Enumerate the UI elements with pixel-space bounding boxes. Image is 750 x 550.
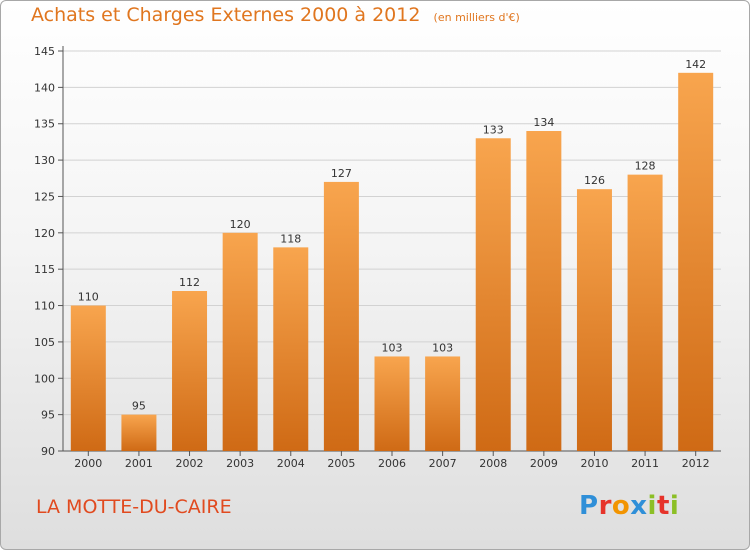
x-tick-label: 2006 — [378, 457, 406, 470]
y-tick-label: 115 — [34, 263, 55, 276]
y-tick-label: 105 — [34, 336, 55, 349]
commune-name: LA MOTTE-DU-CAIRE — [36, 496, 232, 518]
bar — [323, 181, 359, 451]
data-label: 134 — [533, 116, 554, 129]
logo-letter: o — [611, 491, 631, 521]
x-tick-label: 2007 — [429, 457, 457, 470]
logo-letter: i — [647, 491, 657, 521]
data-label: 133 — [483, 123, 504, 136]
y-tick-label: 110 — [34, 300, 55, 313]
x-tick-label: 2001 — [125, 457, 153, 470]
x-tick-label: 2009 — [530, 457, 558, 470]
logo-letter: r — [598, 491, 612, 521]
data-label: 142 — [685, 58, 706, 71]
y-tick-label: 100 — [34, 372, 55, 385]
data-label: 126 — [584, 174, 605, 187]
data-label: 112 — [179, 276, 200, 289]
x-tick-label: 2003 — [226, 457, 254, 470]
x-tick-label: 2010 — [580, 457, 608, 470]
bar — [425, 356, 461, 451]
logo-letter: x — [630, 491, 648, 521]
labels: 90 95 100 105 110 115 120 125 130 135 140 145 110 200… — [34, 45, 710, 470]
data-label: 127 — [331, 167, 352, 180]
x-tick-label: 2012 — [682, 457, 710, 470]
logo-letter: P — [579, 491, 599, 521]
y-tick-label: 135 — [34, 118, 55, 131]
bar — [374, 356, 410, 451]
title-block: Achats et Charges Externes 2000 à 2012 (… — [31, 4, 520, 26]
data-label: 103 — [432, 341, 453, 354]
x-tick-label: 2002 — [176, 457, 204, 470]
bar — [222, 232, 258, 451]
bar — [576, 189, 612, 451]
bar — [70, 305, 106, 451]
y-tick-label: 90 — [41, 445, 55, 458]
bar — [475, 138, 511, 452]
y-tick-label: 125 — [34, 190, 55, 203]
x-tick-label: 2008 — [479, 457, 507, 470]
y-tick-label: 120 — [34, 227, 55, 240]
y-tick-label: 130 — [34, 154, 55, 167]
data-label: 110 — [78, 291, 99, 304]
x-tick-label: 2011 — [631, 457, 659, 470]
data-label: 120 — [230, 218, 251, 231]
data-label: 118 — [280, 232, 301, 245]
y-tick-label: 95 — [41, 409, 55, 422]
y-tick-label: 145 — [34, 45, 55, 58]
bar — [526, 131, 562, 451]
bar — [121, 414, 157, 451]
logo-letter: t — [656, 491, 670, 521]
data-label: 95 — [132, 400, 146, 413]
x-tick-label: 2000 — [74, 457, 102, 470]
bar — [172, 291, 208, 451]
chart-title: Achats et Charges Externes 2000 à 2012 — [31, 4, 421, 26]
bar — [678, 72, 714, 452]
x-tick-label: 2004 — [277, 457, 305, 470]
data-label: 103 — [382, 341, 403, 354]
chart-unit: (en milliers d'€) — [433, 11, 520, 24]
proxiti-logo[interactable]: Proxiti — [579, 491, 679, 521]
logo-letter: i — [669, 491, 680, 521]
bar — [273, 247, 309, 451]
data-label: 128 — [635, 160, 656, 173]
bar — [627, 174, 663, 452]
x-tick-label: 2005 — [327, 457, 355, 470]
bars — [70, 72, 714, 452]
y-tick-label: 140 — [34, 81, 55, 94]
